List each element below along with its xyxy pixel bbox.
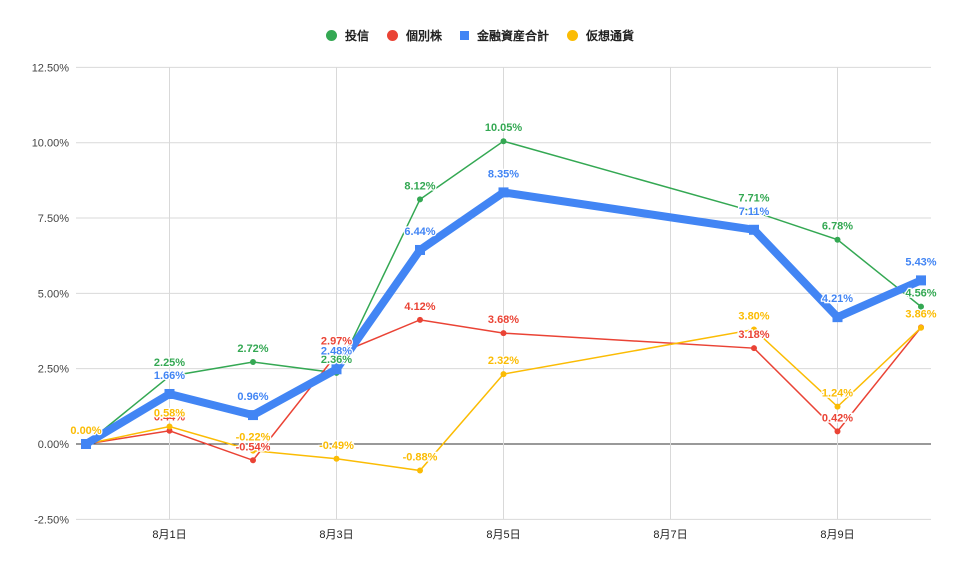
data-label: 6.78% <box>822 221 853 233</box>
legend-square-icon <box>460 31 469 40</box>
data-label: 2.32% <box>488 355 519 367</box>
data-label: 3.86% <box>905 309 936 321</box>
legend-item-toushin[interactable]: 投信 <box>325 27 369 44</box>
data-label: 8.35% <box>488 168 519 180</box>
data-point[interactable] <box>250 359 256 366</box>
y-tick-label: 2.50% <box>38 364 69 376</box>
data-label: -0.49% <box>319 440 354 452</box>
data-label: -0.88% <box>403 452 438 464</box>
data-point[interactable] <box>166 373 173 380</box>
data-point[interactable] <box>415 244 425 255</box>
legend-circle-icon <box>567 30 579 41</box>
data-label: 0.44% <box>154 412 185 424</box>
data-label: 4.21% <box>822 293 853 305</box>
data-point[interactable] <box>248 410 258 421</box>
data-label: 2.25% <box>154 357 185 369</box>
data-point[interactable] <box>500 138 507 145</box>
data-point[interactable] <box>832 312 843 323</box>
y-axis: -2.50% 0.00% 2.50% 5.00% 7.50% 10.00% 12.50% <box>32 62 70 526</box>
y-tick-label: 12.50% <box>32 62 70 74</box>
data-point[interactable] <box>834 428 841 435</box>
data-label: 6.44% <box>404 226 435 238</box>
data-label: 4.12% <box>404 301 435 313</box>
data-point[interactable] <box>834 403 841 410</box>
legend-label: 金融資産合計 <box>477 29 550 43</box>
data-point[interactable] <box>834 236 841 243</box>
data-label: 3.80% <box>738 311 769 323</box>
data-labels: 2.25% 2.72% 2.36% 8.12% 10.05% 7.71% 6.78% 4.56… <box>69 121 938 465</box>
data-point[interactable] <box>918 303 924 310</box>
data-label: 2.97% <box>321 336 352 348</box>
data-point[interactable] <box>331 364 342 375</box>
legend-item-crypto[interactable]: 仮想通貨 <box>567 27 634 44</box>
x-axis: 8月1日 8月3日 8月5日 8月7日 8月9日 <box>152 529 854 541</box>
data-label: 1.24% <box>822 388 853 400</box>
series-3 <box>83 324 924 474</box>
data-label: 2.72% <box>237 343 268 355</box>
data-label: 0.42% <box>822 412 853 424</box>
chart-legend: 投信 個別株 金融資産合計 仮想通貨 <box>0 27 960 44</box>
data-label: 0.58% <box>154 408 185 420</box>
data-point[interactable] <box>81 439 91 449</box>
y-tick-label: 7.50% <box>38 213 69 225</box>
data-label: 7.11% <box>739 206 770 218</box>
data-label: 3.18% <box>738 329 769 341</box>
data-label: 2.36% <box>321 354 352 366</box>
data-point[interactable] <box>498 187 509 198</box>
data-point[interactable] <box>333 351 340 358</box>
data-point[interactable] <box>166 423 173 430</box>
data-label: 0.96% <box>237 391 268 403</box>
legend-item-total-assets[interactable]: 金融資産合計 <box>460 27 549 44</box>
data-point[interactable] <box>250 447 256 454</box>
x-tick-label: 8月3日 <box>319 529 353 541</box>
y-tick-label: -2.50% <box>34 514 69 526</box>
data-point[interactable] <box>500 371 507 378</box>
legend-circle-icon <box>386 30 398 41</box>
data-point[interactable] <box>749 224 759 235</box>
x-tick-label: 8月5日 <box>486 529 520 541</box>
data-label: 8.12% <box>404 180 435 192</box>
x-tick-label: 8月9日 <box>820 529 854 541</box>
gridlines <box>76 66 931 520</box>
data-point[interactable] <box>918 324 924 331</box>
data-point[interactable] <box>333 455 340 462</box>
data-label: -0.54% <box>236 441 271 453</box>
plot-series <box>81 138 926 474</box>
data-point[interactable] <box>500 330 507 337</box>
data-point[interactable] <box>166 427 173 434</box>
data-point[interactable] <box>417 316 423 323</box>
data-label: 5.43% <box>905 256 936 268</box>
y-tick-label: 10.00% <box>32 138 70 150</box>
data-label: 7.71% <box>738 193 769 205</box>
data-label: 2.48% <box>321 345 352 357</box>
data-point[interactable] <box>751 208 757 215</box>
data-label: 10.05% <box>485 122 523 134</box>
data-point[interactable] <box>250 457 256 464</box>
data-label: 0.00% <box>70 425 101 437</box>
legend-circle-icon <box>325 30 337 41</box>
x-tick-label: 8月7日 <box>653 529 687 541</box>
legend-label: 仮想通貨 <box>586 29 635 43</box>
data-label: -0.22% <box>236 432 271 444</box>
data-label: 1.66% <box>154 370 185 382</box>
x-tick-label: 8月1日 <box>152 529 186 541</box>
data-label: 3.68% <box>488 314 519 326</box>
data-point[interactable] <box>751 345 757 352</box>
data-point[interactable] <box>417 467 423 474</box>
y-tick-label: 5.00% <box>38 288 69 300</box>
data-point[interactable] <box>751 326 757 333</box>
data-point[interactable] <box>164 388 175 399</box>
legend-item-kobetsukabu[interactable]: 個別株 <box>386 27 442 44</box>
y-tick-label: 0.00% <box>38 439 69 451</box>
series-2 <box>81 187 926 449</box>
data-point[interactable] <box>916 275 926 286</box>
data-point[interactable] <box>417 196 423 203</box>
legend-label: 投信 <box>344 29 369 43</box>
legend-label: 個別株 <box>405 29 442 43</box>
data-label: 4.56% <box>905 288 936 300</box>
